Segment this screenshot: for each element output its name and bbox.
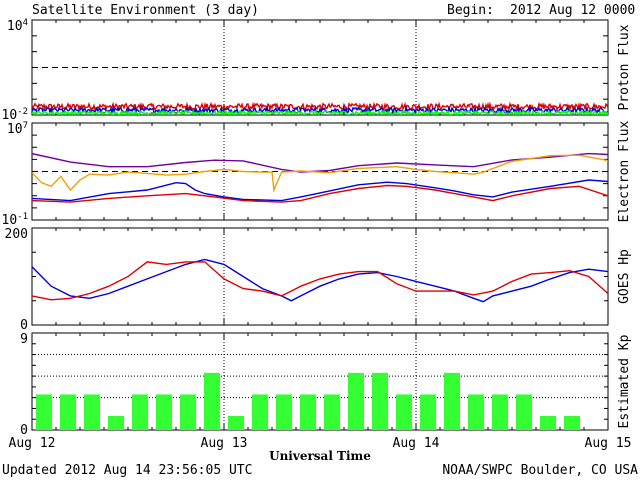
kp-bar [60,394,76,430]
kp-bar [444,372,460,430]
panel-electron: 107 10-1 Electron Flux [2,120,633,228]
series-purple [32,152,608,173]
begin-label: Begin: [447,3,494,18]
y-tick-label: 107 [7,121,28,137]
kp-bar [468,394,484,430]
begin-value: 2012 Aug 12 0000 UTC [510,3,640,18]
x-tick-label-aug14: Aug 14 [393,436,440,451]
series-green [32,108,608,115]
kp-bar [324,394,340,430]
kp-bar [276,394,292,430]
y-tick-label: 200 [5,227,28,242]
x-tick-label-aug12: Aug 12 [9,436,56,451]
kp-bar [564,415,580,430]
kp-bar [156,394,172,430]
kp-bar [180,394,196,430]
y-axis-title: GOES Hp [617,249,632,304]
y-tick-label: 9 [20,332,28,347]
y-axis-title: Estimated Kp [617,334,632,428]
kp-bar [36,394,52,430]
kp-bar [228,415,244,430]
panel-hp: 200 0 GOES Hp [5,227,632,333]
y-tick-label: 10-1 [2,212,29,228]
kp-bar [252,394,268,430]
series-blue [32,258,608,303]
kp-bar [420,394,436,430]
kp-bar [204,372,220,430]
credit-text: NOAA/SWPC Boulder, CO USA [442,463,638,478]
kp-bar [132,394,148,430]
panels: 104 10-2 Proton Flux 107 10-1 Electron Flux 20… [2,18,633,438]
series-blue [32,105,608,115]
chart-title: Satellite Environment (3 day) [32,3,259,18]
panel-proton: 104 10-2 Proton Flux [2,18,633,123]
series-red [32,261,608,301]
y-tick-label: 0 [20,423,28,438]
kp-bar [492,394,508,430]
kp-bar [108,415,124,430]
series-orange [32,154,608,193]
y-axis-title: Proton Flux [617,24,632,110]
series-blue [32,179,608,202]
panel-frame [31,19,609,116]
kp-bar [372,372,388,430]
series-red [32,101,608,113]
x-tick-label-aug15: Aug 15 [585,436,632,451]
kp-bar [348,372,364,430]
y-axis-title: Electron Flux [617,120,632,222]
series-red [32,184,608,203]
kp-bar [396,394,412,430]
y-tick-label: 10-2 [2,107,29,123]
x-axis-title: Universal Time [269,449,371,463]
y-tick-label: 104 [7,18,28,34]
x-tick-label-aug13: Aug 13 [201,436,248,451]
panel-kp: 9 0 Estimated Kp [20,332,632,438]
kp-bar [540,415,556,430]
y-tick-label: 0 [20,318,28,333]
kp-bar [516,394,532,430]
panel-frame [31,227,609,326]
kp-bar [84,394,100,430]
updated-timestamp: Updated 2012 Aug 14 23:56:05 UTC [2,463,252,478]
kp-bar [300,394,316,430]
